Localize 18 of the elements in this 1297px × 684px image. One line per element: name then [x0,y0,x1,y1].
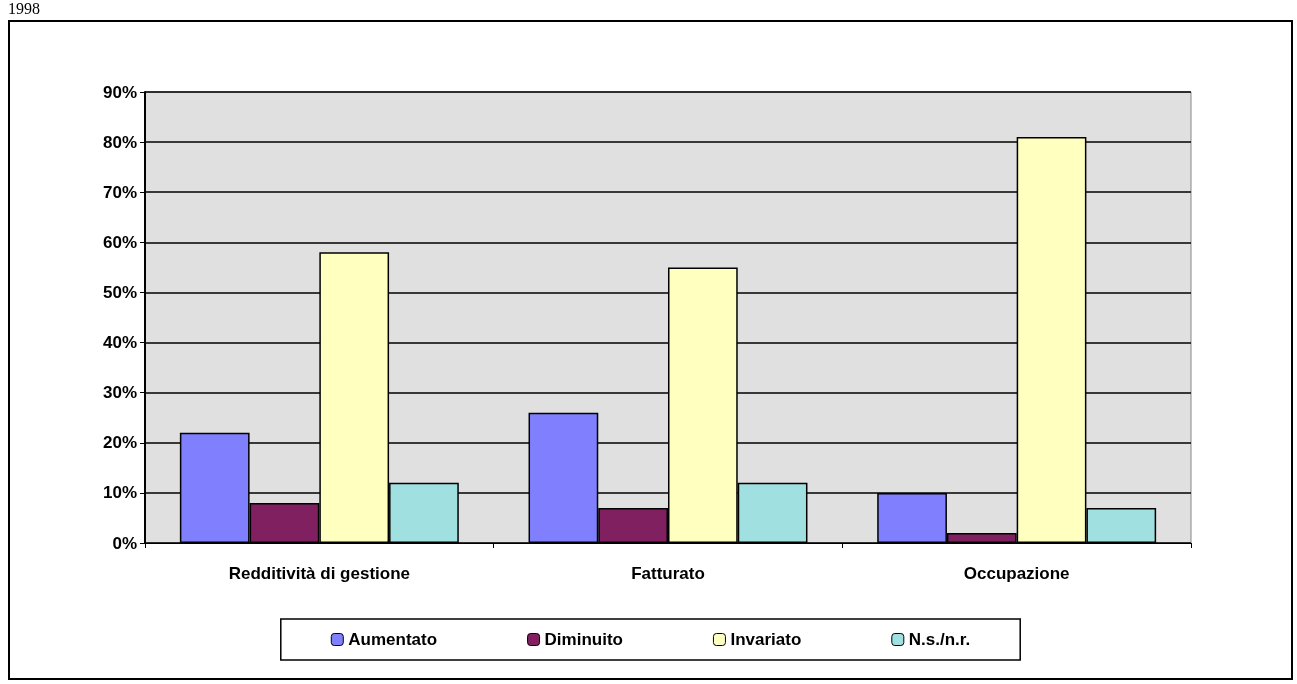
x-tick-label: Occupazione [963,564,1070,583]
y-tick-label: 80% [102,132,137,152]
x-tick-label: Fatturato [631,564,705,583]
legend-label: Diminuito [544,630,623,649]
legend-label: N.s./n.r. [908,630,971,649]
y-tick-label: 20% [102,433,137,453]
y-tick-label: 60% [102,232,137,252]
legend-label: Invariato [730,630,802,649]
chart-title: 1998 [8,0,40,18]
y-tick-label: 10% [102,483,137,503]
y-tick-label: 90% [102,82,137,102]
y-tick-label: 40% [102,333,137,353]
y-tick-label: 30% [102,383,137,403]
y-tick-label: 0% [112,533,137,553]
y-tick-label: 70% [102,182,137,202]
x-tick-label: Redditività di gestione [228,564,411,583]
legend-label: Aumentato [348,630,438,649]
y-tick-label: 50% [102,282,137,302]
